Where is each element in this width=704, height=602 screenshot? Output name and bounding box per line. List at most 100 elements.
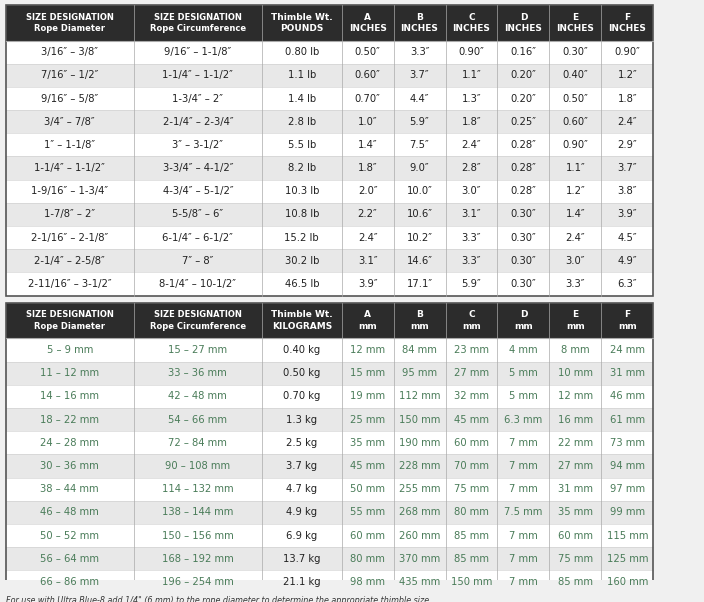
Text: 61 mm: 61 mm: [610, 415, 645, 424]
Bar: [6, 455, 653, 477]
Text: 10.6″: 10.6″: [406, 209, 432, 220]
Text: 0.25″: 0.25″: [510, 117, 536, 126]
Text: 30.2 lb: 30.2 lb: [284, 256, 319, 266]
Text: SIZE DESIGNATION
Rope Diameter: SIZE DESIGNATION Rope Diameter: [26, 311, 113, 330]
Text: 150 mm: 150 mm: [451, 577, 492, 587]
Text: 3.8″: 3.8″: [617, 186, 637, 196]
Text: 10.3 lb: 10.3 lb: [284, 186, 319, 196]
Bar: [6, 203, 653, 226]
Bar: [6, 385, 653, 408]
Text: 1.8″: 1.8″: [462, 117, 482, 126]
Text: 54 – 66 mm: 54 – 66 mm: [168, 415, 227, 424]
Bar: [6, 40, 653, 64]
Text: 0.70 kg: 0.70 kg: [283, 391, 320, 402]
Text: 12 mm: 12 mm: [350, 345, 385, 355]
Text: 0.30″: 0.30″: [510, 256, 536, 266]
Text: 7 mm: 7 mm: [509, 577, 538, 587]
Text: 85 mm: 85 mm: [454, 530, 489, 541]
Text: 21.1 kg: 21.1 kg: [283, 577, 320, 587]
Bar: [6, 570, 653, 594]
Text: 168 – 192 mm: 168 – 192 mm: [162, 554, 234, 563]
Text: 4.7 kg: 4.7 kg: [287, 484, 318, 494]
Text: 0.50″: 0.50″: [355, 47, 381, 57]
Text: 0.90″: 0.90″: [615, 47, 641, 57]
Text: 97 mm: 97 mm: [610, 484, 645, 494]
Text: 0.40″: 0.40″: [562, 70, 589, 80]
Text: 24 mm: 24 mm: [610, 345, 645, 355]
Text: 3.3″: 3.3″: [410, 47, 429, 57]
Text: 3.9″: 3.9″: [617, 209, 637, 220]
Text: 85 mm: 85 mm: [558, 577, 593, 587]
Text: 5.5 lb: 5.5 lb: [288, 140, 316, 150]
Text: 95 mm: 95 mm: [402, 368, 437, 378]
Text: 2.4″: 2.4″: [462, 140, 482, 150]
Text: B
mm: B mm: [410, 311, 429, 330]
Text: 3/4″ – 7/8″: 3/4″ – 7/8″: [44, 117, 95, 126]
Text: 15.2 lb: 15.2 lb: [284, 232, 319, 243]
Text: 3.3″: 3.3″: [565, 279, 585, 289]
Text: 60 mm: 60 mm: [558, 530, 593, 541]
Text: 22 mm: 22 mm: [558, 438, 593, 448]
Bar: [6, 303, 653, 594]
Text: 2.5 kg: 2.5 kg: [286, 438, 318, 448]
Text: 160 mm: 160 mm: [607, 577, 648, 587]
Text: 25 mm: 25 mm: [350, 415, 385, 424]
Text: SIZE DESIGNATION
Rope Diameter: SIZE DESIGNATION Rope Diameter: [26, 13, 113, 33]
Text: 18 – 22 mm: 18 – 22 mm: [40, 415, 99, 424]
Text: For use with Ultra Blue-8 add 1/4" (6 mm) to the rope diameter to determine the : For use with Ultra Blue-8 add 1/4" (6 mm…: [6, 597, 432, 602]
Bar: [6, 338, 653, 362]
Text: 60 mm: 60 mm: [350, 530, 385, 541]
Bar: [6, 5, 653, 40]
Text: 72 – 84 mm: 72 – 84 mm: [168, 438, 227, 448]
Text: 1-9/16″ – 1-3/4″: 1-9/16″ – 1-3/4″: [31, 186, 108, 196]
Text: D
mm: D mm: [514, 311, 533, 330]
Text: 80 mm: 80 mm: [350, 554, 385, 563]
Text: 0.80 lb: 0.80 lb: [284, 47, 319, 57]
Text: 0.90″: 0.90″: [562, 140, 589, 150]
Text: 6.3″: 6.3″: [617, 279, 637, 289]
Bar: [6, 110, 653, 133]
Text: 50 – 52 mm: 50 – 52 mm: [40, 530, 99, 541]
Bar: [6, 431, 653, 455]
Text: 27 mm: 27 mm: [558, 461, 593, 471]
Text: 2-1/16″ – 2-1/8″: 2-1/16″ – 2-1/8″: [31, 232, 108, 243]
Text: 45 mm: 45 mm: [454, 415, 489, 424]
Text: 90 – 108 mm: 90 – 108 mm: [165, 461, 230, 471]
Text: 98 mm: 98 mm: [350, 577, 385, 587]
Text: 435 mm: 435 mm: [399, 577, 440, 587]
Text: 1-1/4″ – 1-1/2″: 1-1/4″ – 1-1/2″: [34, 163, 105, 173]
Text: 2.2″: 2.2″: [358, 209, 377, 220]
Text: 73 mm: 73 mm: [610, 438, 645, 448]
Text: 0.28″: 0.28″: [510, 163, 536, 173]
Text: 6-1/4″ – 6-1/2″: 6-1/4″ – 6-1/2″: [163, 232, 233, 243]
Text: 10.2″: 10.2″: [406, 232, 432, 243]
Text: 4.9 kg: 4.9 kg: [287, 507, 318, 517]
Bar: [6, 5, 653, 296]
Text: 33 – 36 mm: 33 – 36 mm: [168, 368, 227, 378]
Text: 16 mm: 16 mm: [558, 415, 593, 424]
Text: 1.1″: 1.1″: [565, 163, 585, 173]
Text: 30 – 36 mm: 30 – 36 mm: [40, 461, 99, 471]
Text: 196 – 254 mm: 196 – 254 mm: [162, 577, 234, 587]
Text: 7 mm: 7 mm: [509, 484, 538, 494]
Text: 15 mm: 15 mm: [350, 368, 385, 378]
Text: 1.1″: 1.1″: [462, 70, 482, 80]
Text: 0.40 kg: 0.40 kg: [283, 345, 320, 355]
Text: 10.8 lb: 10.8 lb: [284, 209, 319, 220]
Text: 50 mm: 50 mm: [350, 484, 385, 494]
Text: 70 mm: 70 mm: [454, 461, 489, 471]
Text: 11 – 12 mm: 11 – 12 mm: [40, 368, 99, 378]
Bar: [6, 87, 653, 110]
Text: 0.20″: 0.20″: [510, 93, 536, 104]
Text: 0.50″: 0.50″: [562, 93, 589, 104]
Bar: [6, 64, 653, 87]
Text: 4.5″: 4.5″: [617, 232, 637, 243]
Text: 8 mm: 8 mm: [561, 345, 590, 355]
Text: 0.60″: 0.60″: [355, 70, 381, 80]
Text: 10.0″: 10.0″: [407, 186, 432, 196]
Text: 5-5/8″ – 6″: 5-5/8″ – 6″: [172, 209, 223, 220]
Bar: [6, 249, 653, 272]
Bar: [6, 547, 653, 570]
Text: 9/16″ – 5/8″: 9/16″ – 5/8″: [41, 93, 99, 104]
Text: 56 – 64 mm: 56 – 64 mm: [40, 554, 99, 563]
